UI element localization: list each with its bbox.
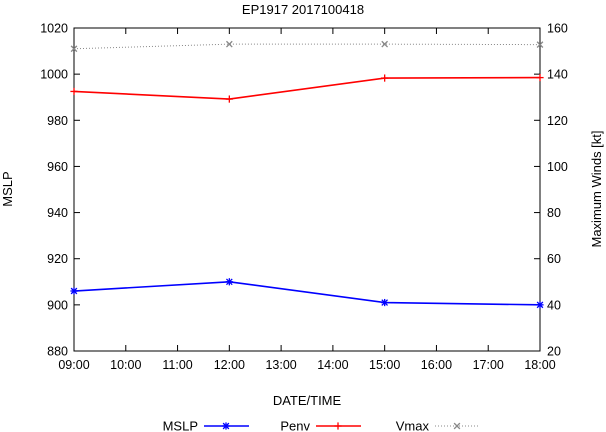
y2-tick-label: 120 <box>547 114 568 128</box>
point-mslp <box>381 298 389 307</box>
legend-marker-penv <box>334 422 342 430</box>
x-axis: 09:00 10:00 11:00 12:00 13:00 14:00 15:00 16:00… <box>58 28 556 372</box>
y2-tick-label: 160 <box>547 22 568 36</box>
y2-axis-title: Maximum Winds [kt] <box>589 130 604 247</box>
x-tick-label: 18:00 <box>524 358 555 372</box>
point-mslp <box>225 278 233 286</box>
legend-label-penv: Penv <box>280 419 310 432</box>
x-tick-label: 13:00 <box>265 358 296 372</box>
point-penv <box>381 74 389 82</box>
point-penv <box>70 87 78 96</box>
legend-marker-mslp <box>222 422 230 430</box>
series-line-vmax <box>73 43 541 50</box>
legend-marker-vmax <box>453 422 461 430</box>
point-mslp <box>70 287 78 295</box>
x-tick-label: 12:00 <box>214 358 245 372</box>
series-layer <box>70 40 544 309</box>
y-tick-label: 980 <box>47 114 68 128</box>
point-vmax <box>536 41 544 48</box>
y-axis-right: 20 40 60 80 100 120 140 160 <box>534 22 568 359</box>
legend-label-vmax: Vmax <box>396 419 430 432</box>
point-vmax <box>70 45 78 53</box>
y-tick-label: 920 <box>47 252 68 266</box>
y-tick-label: 1000 <box>40 68 68 82</box>
x-tick-label: 17:00 <box>473 358 504 372</box>
y2-tick-label: 80 <box>547 206 561 220</box>
y-tick-label: 880 <box>47 345 68 359</box>
x-tick-label: 14:00 <box>317 358 348 372</box>
y-tick-label: 900 <box>47 298 68 312</box>
point-vmax <box>381 40 389 48</box>
legend: MSLP Penv Vmax <box>163 419 480 432</box>
y2-tick-label: 40 <box>547 298 561 312</box>
x-tick-label: 10:00 <box>110 358 141 372</box>
y-tick-label: 1020 <box>40 22 68 36</box>
x-axis-title: DATE/TIME <box>273 393 342 408</box>
series-line-penv <box>73 76 541 100</box>
point-vmax <box>225 40 233 48</box>
y-axis-title: MSLP <box>0 171 15 206</box>
legend-label-mslp: MSLP <box>163 419 198 432</box>
y-tick-label: 940 <box>47 206 68 220</box>
y-tick-label: 960 <box>47 160 68 174</box>
plot-frame <box>73 27 541 352</box>
y2-tick-label: 60 <box>547 252 561 266</box>
series-line-mslp <box>73 280 541 306</box>
chart-title: EP1917 2017100418 <box>242 2 364 17</box>
y2-tick-label: 100 <box>547 160 568 174</box>
point-penv <box>536 74 544 82</box>
y-axis-left: 880 900 920 940 960 980 1000 1020 <box>40 22 80 359</box>
point-mslp <box>536 301 544 309</box>
y2-tick-label: 140 <box>547 68 568 82</box>
y2-tick-label: 20 <box>547 345 561 359</box>
x-tick-label: 16:00 <box>421 358 452 372</box>
point-penv <box>225 95 233 103</box>
x-tick-label: 09:00 <box>58 358 89 372</box>
x-tick-label: 15:00 <box>369 358 400 372</box>
x-tick-label: 11:00 <box>162 358 192 372</box>
